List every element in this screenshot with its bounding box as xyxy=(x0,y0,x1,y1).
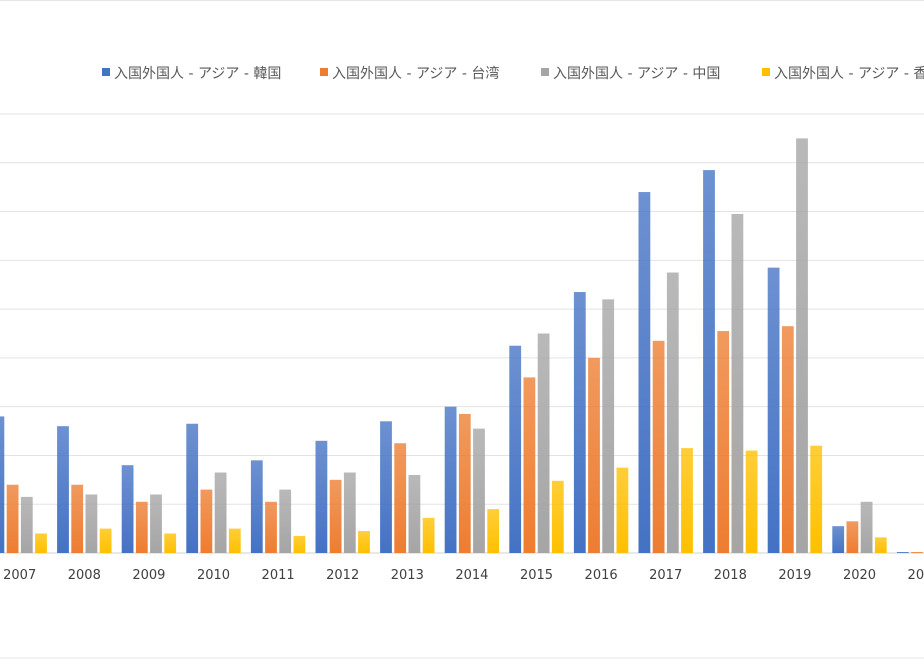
bar-2019-series-2 xyxy=(781,326,794,553)
bar-2019-series-4 xyxy=(810,445,823,553)
bar-2020-series-3 xyxy=(860,501,873,553)
bar-2016-series-2 xyxy=(588,357,600,553)
bar-2010-series-4 xyxy=(228,528,241,553)
bar-2010-series-1 xyxy=(186,423,199,553)
x-tick-label-2021: 2021 xyxy=(908,568,924,583)
bar-2016-series-4 xyxy=(616,467,629,553)
bar-2019-series-1 xyxy=(767,267,780,553)
bar-2019-series-3 xyxy=(796,138,808,553)
bar-2009-series-2 xyxy=(135,501,148,553)
x-tick-label-2013: 2013 xyxy=(391,568,424,583)
legend-marker-series-2 xyxy=(320,68,328,76)
bar-2012-series-3 xyxy=(343,472,356,553)
bar-2011-series-1 xyxy=(250,460,263,553)
bar-2013-series-2 xyxy=(394,443,407,553)
bar-2008-series-4 xyxy=(99,528,112,553)
bar-2009-series-4 xyxy=(164,533,177,553)
legend-label-series-4: 入国外国人 - アジア - 香港 xyxy=(774,66,924,82)
x-tick-label-2011: 2011 xyxy=(262,568,295,583)
bar-2015-series-2 xyxy=(523,377,536,553)
bar-2015-series-4 xyxy=(551,480,564,553)
bar-2015-series-1 xyxy=(509,345,522,553)
bar-2012-series-2 xyxy=(329,479,342,553)
bar-2012-series-4 xyxy=(358,531,370,553)
x-tick-label-2014: 2014 xyxy=(455,568,488,583)
bar-2018-series-4 xyxy=(745,450,758,553)
bar-2013-series-4 xyxy=(422,517,435,553)
bar-2021-series-1 xyxy=(896,552,909,553)
x-tick-label-2020: 2020 xyxy=(843,568,876,583)
bar-2007-series-3 xyxy=(20,496,33,553)
bar-2011-series-4 xyxy=(293,535,306,553)
bar-2020-series-4 xyxy=(874,537,887,553)
legend-label-series-3: 入国外国人 - アジア - 中国 xyxy=(553,66,720,82)
bar-2010-series-2 xyxy=(200,489,213,553)
x-tick-label-2009: 2009 xyxy=(132,568,165,583)
bar-2010-series-3 xyxy=(214,472,227,553)
bar-2014-series-2 xyxy=(458,413,471,553)
bar-2007-series-1 xyxy=(0,416,5,553)
bar-2017-series-1 xyxy=(638,192,651,554)
x-tick-label-2017: 2017 xyxy=(649,568,682,583)
bar-2017-series-3 xyxy=(666,272,679,553)
bar-2007-series-4 xyxy=(35,533,47,553)
bar-2014-series-1 xyxy=(444,406,457,553)
x-tick-label-2007: 2007 xyxy=(3,568,36,583)
bar-2014-series-3 xyxy=(473,428,485,553)
bar-2014-series-4 xyxy=(487,509,500,553)
bar-2021-series-2 xyxy=(911,552,923,553)
legend: 入国外国人 - アジア - 韓国 入国外国人 - アジア - 台湾 入国外国人 - … xyxy=(102,65,924,82)
bar-2009-series-1 xyxy=(121,465,134,553)
bar-2016-series-1 xyxy=(573,292,586,553)
bar-2012-series-1 xyxy=(315,440,328,553)
x-axis-tick-labels: 2007 2008 2009 2010 2011 2012 2013 2014 2015 2016… xyxy=(3,568,924,583)
x-tick-label-2019: 2019 xyxy=(778,568,811,583)
bar-2008-series-1 xyxy=(57,426,69,553)
x-tick-label-2016: 2016 xyxy=(585,568,618,583)
bar-2017-series-4 xyxy=(681,448,693,553)
bar-2016-series-3 xyxy=(602,299,615,553)
bar-2011-series-3 xyxy=(279,489,292,553)
bar-2018-series-1 xyxy=(703,170,715,553)
x-tick-label-2018: 2018 xyxy=(714,568,747,583)
bar-2020-series-2 xyxy=(846,521,859,553)
bar-2009-series-3 xyxy=(150,494,162,553)
x-tick-label-2012: 2012 xyxy=(326,568,359,583)
bar-2008-series-3 xyxy=(85,494,98,553)
bar-2018-series-3 xyxy=(731,213,744,553)
bar-2017-series-2 xyxy=(652,340,665,553)
bar-2013-series-3 xyxy=(408,474,421,553)
legend-marker-series-4 xyxy=(762,68,770,76)
legend-label-series-2: 入国外国人 - アジア - 台湾 xyxy=(332,65,499,82)
bars xyxy=(0,138,923,554)
x-tick-label-2015: 2015 xyxy=(520,568,553,583)
bar-2020-series-1 xyxy=(832,526,845,553)
legend-marker-series-1 xyxy=(102,68,110,76)
x-tick-label-2008: 2008 xyxy=(68,568,101,583)
bar-2008-series-2 xyxy=(71,484,84,553)
bar-2018-series-2 xyxy=(717,331,730,553)
bar-2013-series-1 xyxy=(380,421,392,553)
bar-2007-series-2 xyxy=(6,484,19,553)
bar-2011-series-2 xyxy=(265,501,277,553)
x-tick-label-2010: 2010 xyxy=(197,568,230,583)
bar-2015-series-3 xyxy=(537,333,550,553)
legend-label-series-1: 入国外国人 - アジア - 韓国 xyxy=(114,66,281,82)
legend-marker-series-3 xyxy=(541,68,549,76)
